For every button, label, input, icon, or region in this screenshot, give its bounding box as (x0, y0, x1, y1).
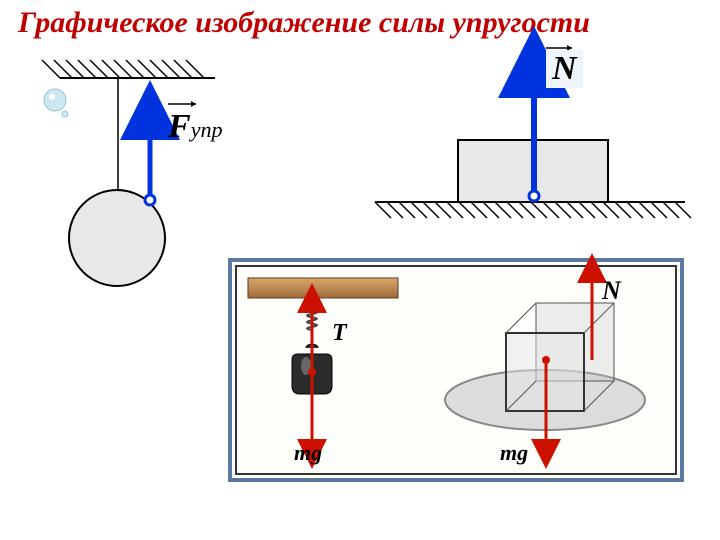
inset-label-mg2: mg (500, 440, 528, 466)
inset-label-N: N (602, 276, 621, 306)
inset-label-T: T (332, 320, 347, 347)
inset-label-mg1: mg (294, 440, 322, 466)
label-N: N (546, 50, 583, 88)
diagram-canvas (0, 0, 720, 540)
label-Fupr: Fупр (168, 108, 223, 146)
